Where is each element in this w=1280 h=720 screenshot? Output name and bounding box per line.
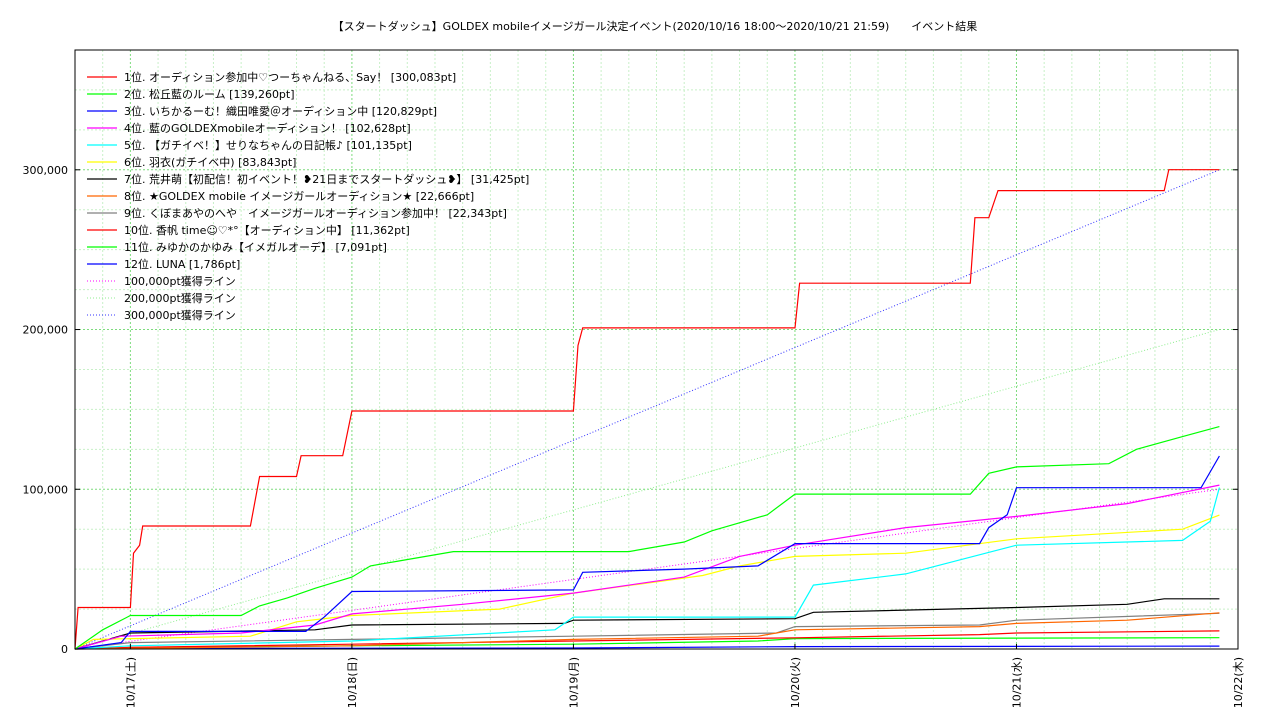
reference-line [74, 329, 1220, 650]
series-line [74, 612, 1220, 650]
legend-label: 9位. くぼまあやのへや イメージガールオーディション参加中！ [22,343p… [124, 206, 507, 220]
x-tick-label: 10/18(日) [346, 657, 359, 708]
series-line [74, 426, 1220, 650]
reference-line [74, 488, 1220, 650]
chart-title: 【スタートダッシュ】GOLDEX mobileイメージガール決定イベント(202… [333, 19, 978, 33]
plot-frame [74, 49, 1239, 650]
series-line [74, 630, 1220, 650]
x-tick-label: 10/22(木) [1232, 657, 1245, 708]
legend: 1位. オーディション参加中♡つーちゃんねる、Say！ [300,083pt] 2… [87, 70, 529, 322]
legend-label: 5位. 【ガチイベ！】せりなちゃんの日記帳♪ [101,135pt] [124, 138, 412, 152]
legend-label: 11位. みゆかのかゆみ【イメガルオーデ】 [7,091pt] [124, 240, 387, 254]
legend-label: 8位. ★GOLDEX mobile イメージガールオーディション★ [22,6… [124, 189, 474, 203]
y-axis: 0 100,000 200,000 300,000 [23, 164, 1238, 656]
x-tick-label: 10/20(火) [789, 657, 802, 708]
legend-label: 3位. いちかるーむ！織田唯愛＠オーディション中 [120,829pt] [124, 104, 437, 118]
y-tick-label: 100,000 [23, 483, 69, 496]
legend-label: 2位. 松丘藍のルーム [139,260pt] [124, 87, 295, 101]
legend-label: 200,000pt獲得ライン [124, 292, 236, 305]
x-tick-label: 10/21(水) [1010, 657, 1023, 708]
series-line [74, 169, 1220, 650]
series-line [74, 455, 1220, 650]
y-tick-label: 300,000 [23, 164, 69, 177]
series-line [74, 487, 1220, 650]
grid [74, 50, 1239, 649]
legend-label: 6位. 羽衣(ガチイベ中) [83,843pt] [124, 155, 296, 169]
x-axis: 10/17(土) 10/18(日) 10/19(月) 10/20(火) 10/21(水)… [124, 644, 1245, 708]
y-tick-label: 0 [61, 643, 68, 656]
legend-label: 7位. 荒井萌【初配信！初イベント！❥21日までスタートダッシュ❥】 [31,4… [124, 172, 529, 186]
x-tick-label: 10/17(土) [124, 657, 137, 708]
series-line [74, 598, 1220, 650]
legend-label: 12位. LUNA [1,786pt] [124, 257, 240, 271]
legend-label: 4位. 藍のGOLDEXmobileオーディション！ [102,628pt] [124, 121, 411, 135]
legend-label: 100,000pt獲得ライン [124, 275, 236, 288]
x-tick-label: 10/19(月) [567, 657, 580, 708]
series-line [74, 484, 1220, 650]
y-tick-label: 200,000 [23, 324, 69, 337]
legend-label: 1位. オーディション参加中♡つーちゃんねる、Say！ [300,083pt] [124, 70, 456, 84]
legend-label: 300,000pt獲得ライン [124, 309, 236, 322]
legend-label: 10位. 香帆 time☺♡*°【オーディション中】 [11,362pt] [124, 223, 410, 237]
